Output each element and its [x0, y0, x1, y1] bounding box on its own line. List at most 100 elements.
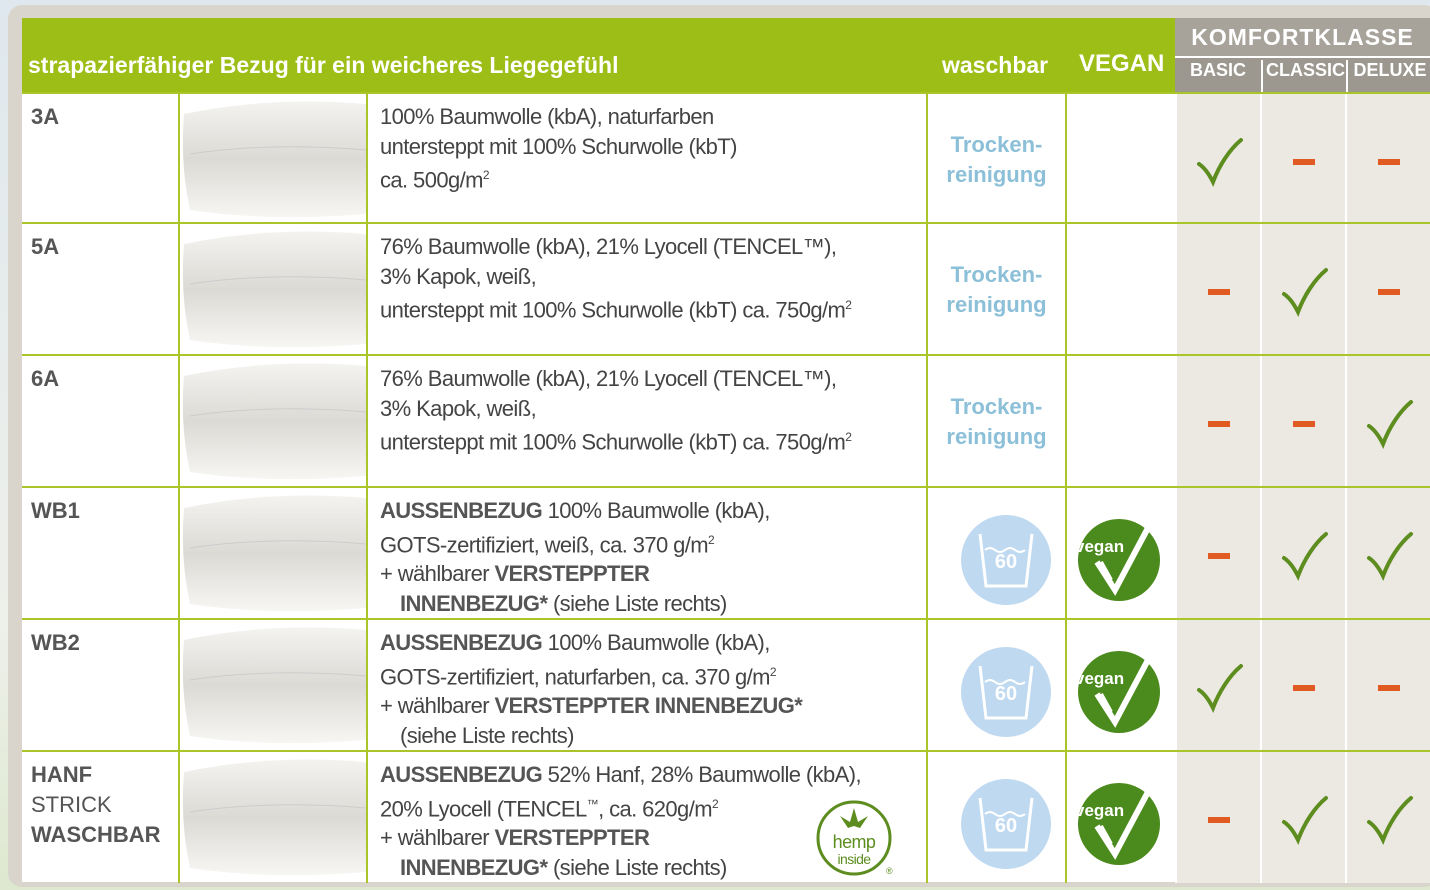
- vegan-cell: vegan: [1067, 620, 1175, 751]
- waschbar-cell: Trocken-reinigung: [928, 356, 1067, 487]
- text: 6A: [31, 364, 169, 394]
- text: reinigung: [928, 422, 1065, 452]
- text: WB1: [31, 496, 169, 526]
- vegan-cell: vegan: [1067, 488, 1175, 619]
- check-mark: [1177, 620, 1263, 751]
- description: AUSSENBEZUG 100% Baumwolle (kbA), GOTS-ze…: [368, 488, 928, 619]
- komfort-cell: [1260, 620, 1346, 751]
- description: 100% Baumwolle (kbA), naturfarbenunterst…: [368, 94, 928, 225]
- text: 2: [483, 168, 489, 182]
- product-image: [180, 224, 368, 355]
- text: 3A: [31, 102, 169, 132]
- dash-mark: [1262, 94, 1348, 225]
- text: WB2: [31, 628, 169, 658]
- text: GOTS-zertifiziert, weiß, ca. 370 g/m: [380, 532, 708, 557]
- waschbar-cell: Trocken-reinigung: [928, 224, 1067, 355]
- row-name: WB2: [22, 620, 180, 751]
- row-name: 3A: [22, 94, 180, 225]
- block: [180, 620, 366, 751]
- text: 52% Hanf, 28% Baumwolle (kbA),: [548, 762, 861, 787]
- table-row: WB2 AUSSENBEZUG 100% Baumwolle (kbA),GOT…: [22, 618, 1430, 751]
- check-mark: [1262, 488, 1348, 619]
- header-bar: strapazierfähiger Bezug für ein weichere…: [22, 18, 1175, 92]
- komfort-cell: [1175, 356, 1261, 487]
- komfort-cell: [1345, 488, 1430, 619]
- check-mark: [1177, 94, 1263, 225]
- text: untersteppt mit 100% Schurwolle (kbT): [380, 134, 737, 159]
- text: 76% Baumwolle (kbA), 21% Lyocell (TENCEL…: [380, 366, 836, 391]
- check-mark: [1347, 752, 1430, 883]
- text: AUSSENBEZUG: [380, 498, 542, 523]
- text: 3% Kapok, weiß,: [380, 396, 536, 421]
- text: 20% Lyocell (TENCEL: [380, 796, 587, 821]
- komfort-cell: [1345, 94, 1430, 225]
- text: (siehe Liste rechts): [553, 855, 727, 880]
- check-mark: [1347, 356, 1430, 487]
- dash-mark: [1262, 620, 1348, 751]
- komfort-cell: [1175, 620, 1261, 751]
- dash-mark: [1347, 224, 1430, 355]
- class-label: BASIC: [1175, 60, 1261, 81]
- row-name: 6A: [22, 356, 180, 487]
- dash-mark: [1177, 488, 1263, 619]
- header-vegan: VEGAN: [1079, 50, 1164, 78]
- header-waschbar: waschbar: [942, 52, 1048, 79]
- text: 100% Baumwolle (kbA),: [548, 498, 770, 523]
- text: 2: [845, 298, 851, 312]
- block: [180, 488, 366, 619]
- vegan-cell: [1067, 94, 1175, 225]
- description: 76% Baumwolle (kbA), 21% Lyocell (TENCEL…: [368, 224, 928, 355]
- text: + wählbarer: [380, 561, 489, 586]
- komfort-header: KOMFORTKLASSE BASIC CLASSIC DELUXE: [1175, 18, 1430, 92]
- text: untersteppt mit 100% Schurwolle (kbT) ca…: [380, 297, 845, 322]
- check-mark: [1262, 752, 1348, 883]
- vegan-cell: vegan: [1067, 752, 1175, 883]
- text: , ca. 620g/m: [598, 796, 712, 821]
- wash-icon: 60: [928, 752, 1067, 883]
- wash-temp: 60: [995, 551, 1017, 573]
- text: untersteppt mit 100% Schurwolle (kbT) ca…: [380, 429, 845, 454]
- vegan-text: vegan: [1075, 669, 1124, 688]
- text: INNENBEZUG*: [400, 855, 547, 880]
- text: Trocken-: [928, 260, 1065, 290]
- text: ™: [587, 797, 598, 811]
- komfort-cell: [1260, 356, 1346, 487]
- text: 3% Kapok, weiß,: [380, 264, 536, 289]
- description: AUSSENBEZUG 52% Hanf, 28% Baumwolle (kbA…: [368, 752, 928, 883]
- waschbar-cell: 60: [928, 488, 1067, 619]
- text: 2: [712, 797, 718, 811]
- text: reinigung: [928, 160, 1065, 190]
- text: WASCHBAR: [31, 820, 169, 850]
- text: STRICK: [31, 790, 169, 820]
- badge-text: inside: [838, 851, 872, 867]
- vegan-text: vegan: [1075, 537, 1124, 556]
- text: VERSTEPPTER: [494, 561, 649, 586]
- block: [180, 752, 366, 883]
- komfort-cell: [1260, 94, 1346, 225]
- komfort-cell: [1175, 94, 1261, 225]
- text: GOTS-zertifiziert, naturfarben, ca. 370 …: [380, 664, 770, 689]
- badge-text: hemp: [833, 832, 876, 852]
- product-image: [180, 488, 368, 619]
- text: 76% Baumwolle (kbA), 21% Lyocell (TENCEL…: [380, 234, 836, 259]
- text: VERSTEPPTER: [494, 825, 649, 850]
- product-image: [180, 752, 368, 883]
- text: + wählbarer: [380, 693, 489, 718]
- komfort-cell: [1175, 488, 1261, 619]
- text: (siehe Liste rechts): [400, 723, 574, 748]
- waschbar-cell: 60: [928, 620, 1067, 751]
- text: 2: [845, 430, 851, 444]
- class-label: CLASSIC: [1261, 60, 1348, 92]
- class-label: DELUXE: [1346, 60, 1430, 92]
- description: 76% Baumwolle (kbA), 21% Lyocell (TENCEL…: [368, 356, 928, 487]
- wash-icon: 60: [928, 620, 1067, 751]
- vegan-cell: [1067, 356, 1175, 487]
- dash-mark: [1347, 94, 1430, 225]
- komfort-title: KOMFORTKLASSE: [1175, 24, 1430, 51]
- dash-mark: [1177, 224, 1263, 355]
- vegan-text: vegan: [1075, 801, 1124, 820]
- wash-temp: 60: [995, 815, 1017, 837]
- dash-mark: [1347, 620, 1430, 751]
